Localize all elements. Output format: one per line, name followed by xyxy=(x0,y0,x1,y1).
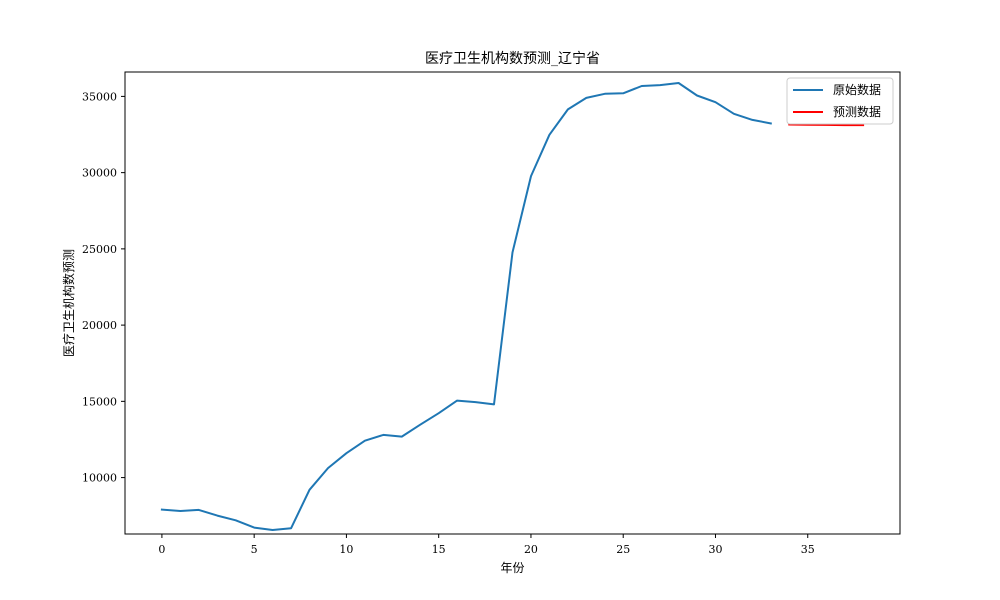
x-tick-label: 20 xyxy=(524,543,538,556)
x-tick-label: 35 xyxy=(801,543,815,556)
x-tick-label: 15 xyxy=(432,543,446,556)
series-line-0 xyxy=(160,82,772,531)
plot-frame xyxy=(124,71,901,535)
series-layer xyxy=(160,82,865,531)
legend-label-1: 预测数据 xyxy=(833,104,881,119)
x-tick-label: 25 xyxy=(616,543,630,556)
y-tick-label: 10000 xyxy=(82,472,117,485)
x-axis-label: 年份 xyxy=(500,561,524,575)
x-tick-label: 5 xyxy=(251,543,258,556)
chart-title: 医疗卫生机构数预测_辽宁省 xyxy=(425,50,600,67)
y-tick-label: 25000 xyxy=(82,243,117,256)
y-tick-label: 20000 xyxy=(82,319,117,332)
y-tick-label: 15000 xyxy=(82,395,117,408)
x-tick-label: 30 xyxy=(708,543,722,556)
y-tick-label: 35000 xyxy=(82,90,117,103)
y-tick-label: 30000 xyxy=(82,167,117,180)
legend-label-0: 原始数据 xyxy=(833,82,881,97)
y-axis-label: 医疗卫生机构数预测 xyxy=(61,249,76,357)
x-tick-label: 0 xyxy=(158,543,165,556)
series-line-1 xyxy=(788,123,865,127)
x-axis: 0 5 10 15 20 25 30 35 xyxy=(158,534,815,556)
y-axis: 10000 15000 20000 25000 30000 35000 xyxy=(82,90,125,485)
x-tick-label: 10 xyxy=(339,543,353,556)
